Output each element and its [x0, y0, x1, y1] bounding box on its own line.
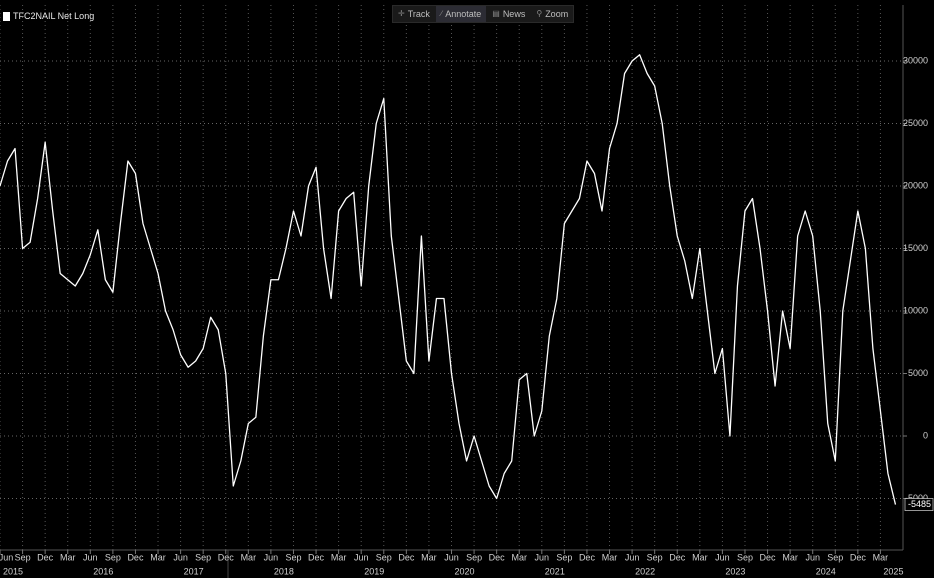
year-label: 2024: [816, 566, 836, 576]
x-tick-label: Sep: [827, 552, 843, 562]
y-tick-label: 5000: [908, 368, 928, 378]
x-tick-label: Sep: [466, 552, 482, 562]
year-label: 2019: [364, 566, 384, 576]
year-label: 2015: [3, 566, 23, 576]
y-tick-label: 10000: [903, 305, 928, 315]
x-tick-label: Sep: [105, 552, 121, 562]
legend-swatch: [3, 11, 10, 21]
x-tick-label: Jun: [83, 552, 98, 562]
data-line: [0, 54, 897, 505]
legend-label: TFC2NAIL Net Long: [13, 11, 95, 21]
news-label: News: [502, 9, 526, 19]
x-tick-label: Jun: [444, 552, 459, 562]
x-tick-label: Jun: [173, 552, 188, 562]
x-tick-label: Mar: [782, 552, 798, 562]
x-tick-label: Sep: [195, 552, 211, 562]
x-tick-label: Mar: [241, 552, 257, 562]
year-label: 2020: [455, 566, 475, 576]
x-tick-label: Jun: [354, 552, 369, 562]
year-label: 2025: [883, 566, 903, 576]
y-tick-label: -5000: [905, 493, 928, 503]
track-button[interactable]: ✛ Track: [398, 9, 430, 19]
x-tick-label: Dec: [127, 552, 144, 562]
x-tick-label: Jun: [625, 552, 640, 562]
y-tick-label: 0: [923, 430, 928, 440]
x-tick-label: Sep: [285, 552, 301, 562]
y-tick-label: 25000: [903, 118, 928, 128]
x-tick-label: Sep: [376, 552, 392, 562]
x-tick-label: Dec: [398, 552, 415, 562]
x-tick-label: Mar: [511, 552, 527, 562]
x-tick-label: Dec: [579, 552, 596, 562]
news-button[interactable]: ▤ News: [492, 9, 526, 19]
legend: TFC2NAIL Net Long: [3, 11, 94, 21]
x-tick-label: Dec: [850, 552, 867, 562]
x-tick-label: Mar: [421, 552, 437, 562]
x-tick-label: Dec: [37, 552, 54, 562]
x-tick-label: Dec: [489, 552, 506, 562]
x-tick-label: Dec: [760, 552, 777, 562]
annotate-label: Annotate: [445, 9, 482, 19]
x-tick-label: Dec: [308, 552, 325, 562]
last-value-box: [904, 498, 934, 511]
zoom-button[interactable]: ⚲ Zoom: [536, 9, 569, 19]
year-label: 2021: [545, 566, 565, 576]
annotate-button[interactable]: ∕ Annotate: [435, 6, 487, 22]
year-label: 2017: [184, 566, 204, 576]
x-tick-label: Jun: [715, 552, 730, 562]
year-label: 2023: [725, 566, 745, 576]
x-tick-label: Mar: [692, 552, 708, 562]
last-value-label: -5485: [908, 499, 931, 509]
y-tick-label: 30000: [903, 55, 928, 65]
x-tick-label: Sep: [647, 552, 663, 562]
year-label: 2018: [274, 566, 294, 576]
year-label: 2022: [635, 566, 655, 576]
x-tick-label: Jun: [805, 552, 820, 562]
x-tick-label: Sep: [737, 552, 753, 562]
x-tick-label: Dec: [218, 552, 235, 562]
x-tick-label: Mar: [873, 552, 889, 562]
x-tick-label: Jun: [535, 552, 550, 562]
x-tick-label: Jun: [264, 552, 279, 562]
x-tick-label: Sep: [15, 552, 31, 562]
x-tick-label: Dec: [669, 552, 686, 562]
y-tick-label: 20000: [903, 180, 928, 190]
track-label: Track: [407, 9, 430, 19]
x-tick-label: Mar: [331, 552, 347, 562]
x-tick-label: Mar: [60, 552, 76, 562]
toolbar: ✛ Track ∕ Annotate ▤ News ⚲ Zoom: [392, 5, 575, 23]
year-label: 2016: [93, 566, 113, 576]
x-tick-label: Sep: [556, 552, 572, 562]
x-tick-label: Jun: [0, 552, 13, 562]
zoom-label: Zoom: [545, 9, 569, 19]
x-tick-label: Mar: [602, 552, 618, 562]
x-tick-label: Mar: [150, 552, 166, 562]
y-tick-label: 15000: [903, 243, 928, 253]
